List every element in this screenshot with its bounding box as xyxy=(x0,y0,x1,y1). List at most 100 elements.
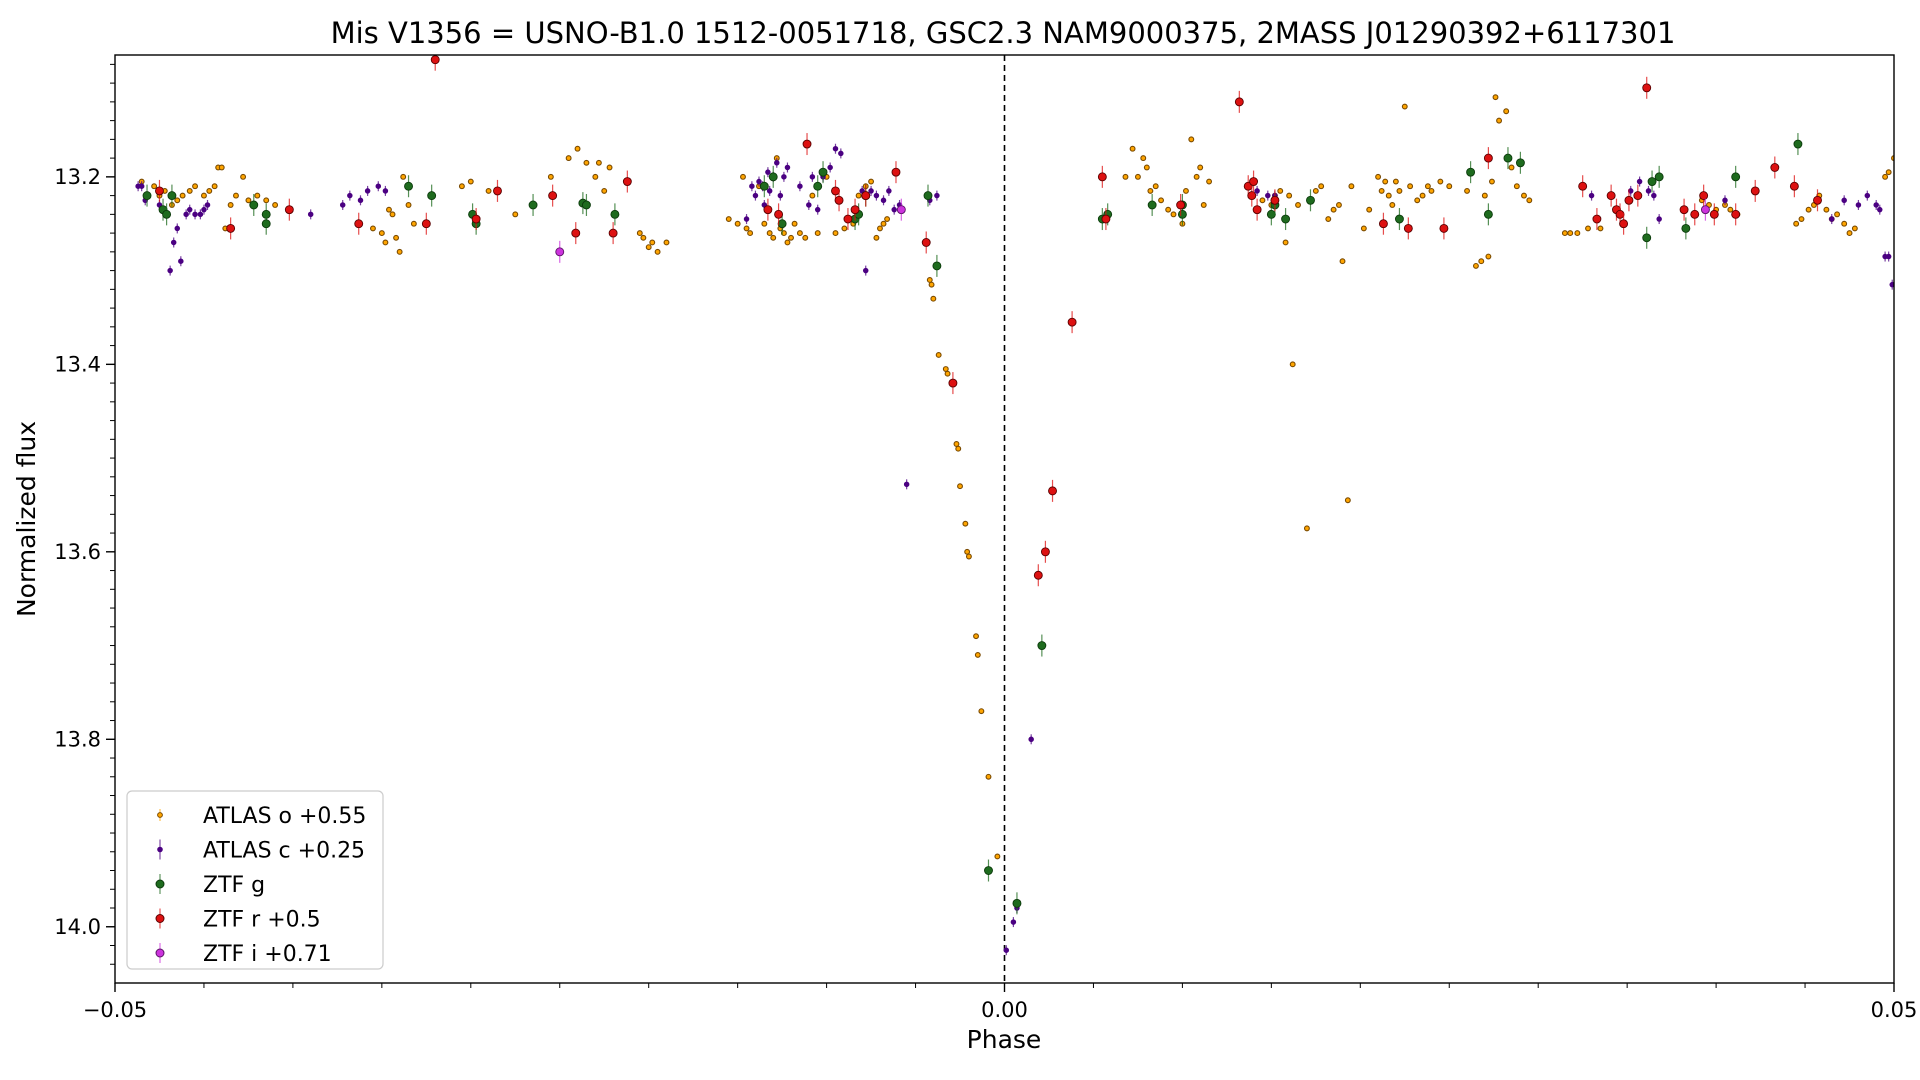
data-point xyxy=(1615,209,1625,219)
data-point xyxy=(565,155,572,162)
data-point xyxy=(827,164,833,171)
data-point xyxy=(1727,206,1734,213)
data-point xyxy=(944,370,951,377)
data-point xyxy=(1793,220,1800,227)
legend-box xyxy=(126,790,384,970)
data-point xyxy=(1841,197,1847,204)
data-point xyxy=(814,230,821,237)
data-point xyxy=(179,192,186,199)
data-point xyxy=(1428,187,1435,194)
data-point xyxy=(307,211,314,218)
data-point xyxy=(942,366,949,372)
data-point xyxy=(1360,225,1367,232)
x-tick-label: 0.00 xyxy=(981,998,1028,1022)
data-point xyxy=(1040,547,1050,557)
data-point xyxy=(781,174,787,180)
data-point xyxy=(1206,178,1213,185)
data-series-layer xyxy=(135,55,1894,956)
data-point xyxy=(1165,206,1172,213)
data-point xyxy=(548,191,558,201)
data-point xyxy=(427,191,437,201)
data-point xyxy=(1805,206,1812,213)
data-point xyxy=(339,202,346,208)
data-point xyxy=(1247,191,1257,201)
data-point xyxy=(1645,188,1652,194)
data-point xyxy=(1336,202,1342,208)
data-point xyxy=(1252,205,1262,215)
data-point xyxy=(254,192,261,199)
data-point xyxy=(405,202,412,208)
data-point xyxy=(1439,223,1449,233)
data-point xyxy=(410,220,417,227)
data-point xyxy=(1282,239,1289,246)
data-point xyxy=(186,206,193,213)
data-point xyxy=(928,281,935,288)
data-point xyxy=(192,211,198,218)
x-tick-label: 0.05 xyxy=(1871,998,1918,1022)
data-point xyxy=(1378,187,1385,194)
data-point xyxy=(389,211,396,218)
data-point xyxy=(1636,178,1643,185)
data-point xyxy=(622,177,632,186)
data-point xyxy=(1798,216,1805,222)
data-point xyxy=(649,239,656,246)
data-point xyxy=(1303,525,1310,532)
data-point xyxy=(796,230,803,237)
data-point xyxy=(1885,169,1892,176)
legend-item: ATLAS o +0.55 xyxy=(157,804,366,829)
data-point xyxy=(375,183,382,189)
data-point xyxy=(382,188,389,194)
data-point xyxy=(747,230,754,237)
data-point xyxy=(1496,117,1503,124)
data-point xyxy=(218,164,225,171)
data-point xyxy=(1483,153,1493,163)
data-point xyxy=(1446,183,1453,190)
axis-ticks: −0.05 0.00 0.05 13.2 13.4 13.6 13.8 14.0 xyxy=(54,63,1918,1022)
data-point xyxy=(396,248,403,255)
data-point xyxy=(1851,225,1858,232)
data-point xyxy=(155,186,164,196)
data-point xyxy=(1485,253,1492,260)
y-tick-label: 13.4 xyxy=(54,352,101,376)
data-point xyxy=(1855,202,1862,208)
data-point xyxy=(393,234,400,241)
data-point xyxy=(930,295,937,302)
data-point xyxy=(891,167,901,177)
data-point xyxy=(1140,155,1147,162)
data-point xyxy=(965,553,972,560)
series-4 xyxy=(555,198,1710,263)
data-point xyxy=(386,206,392,213)
data-point xyxy=(249,200,259,210)
data-point xyxy=(1389,202,1396,208)
data-point xyxy=(1561,230,1568,237)
data-point xyxy=(749,183,755,189)
data-point xyxy=(1508,164,1515,171)
data-point xyxy=(806,202,812,208)
data-point xyxy=(973,633,979,640)
data-point xyxy=(880,220,887,227)
data-point xyxy=(458,183,465,190)
data-point xyxy=(818,167,828,177)
data-point xyxy=(1265,192,1271,199)
data-point xyxy=(1597,225,1604,232)
data-point xyxy=(1339,258,1346,265)
data-point xyxy=(797,183,803,189)
data-point xyxy=(1681,223,1691,233)
data-point xyxy=(1330,206,1337,213)
legend: ATLAS o +0.55 ATLAS c +0.25 ZTF g ZTF r +0.… xyxy=(126,790,384,970)
data-point xyxy=(1419,192,1426,199)
data-point xyxy=(1606,191,1616,201)
data-point xyxy=(1877,206,1883,213)
data-point xyxy=(1152,183,1159,190)
data-point xyxy=(841,225,848,232)
data-point xyxy=(932,261,942,271)
data-point xyxy=(831,186,840,196)
data-point xyxy=(974,651,981,658)
data-point xyxy=(886,188,892,194)
data-point xyxy=(1813,195,1822,205)
data-point xyxy=(873,234,880,241)
data-point xyxy=(378,230,385,237)
data-point xyxy=(1885,253,1892,260)
data-point xyxy=(1722,197,1728,204)
data-point xyxy=(1521,192,1527,199)
